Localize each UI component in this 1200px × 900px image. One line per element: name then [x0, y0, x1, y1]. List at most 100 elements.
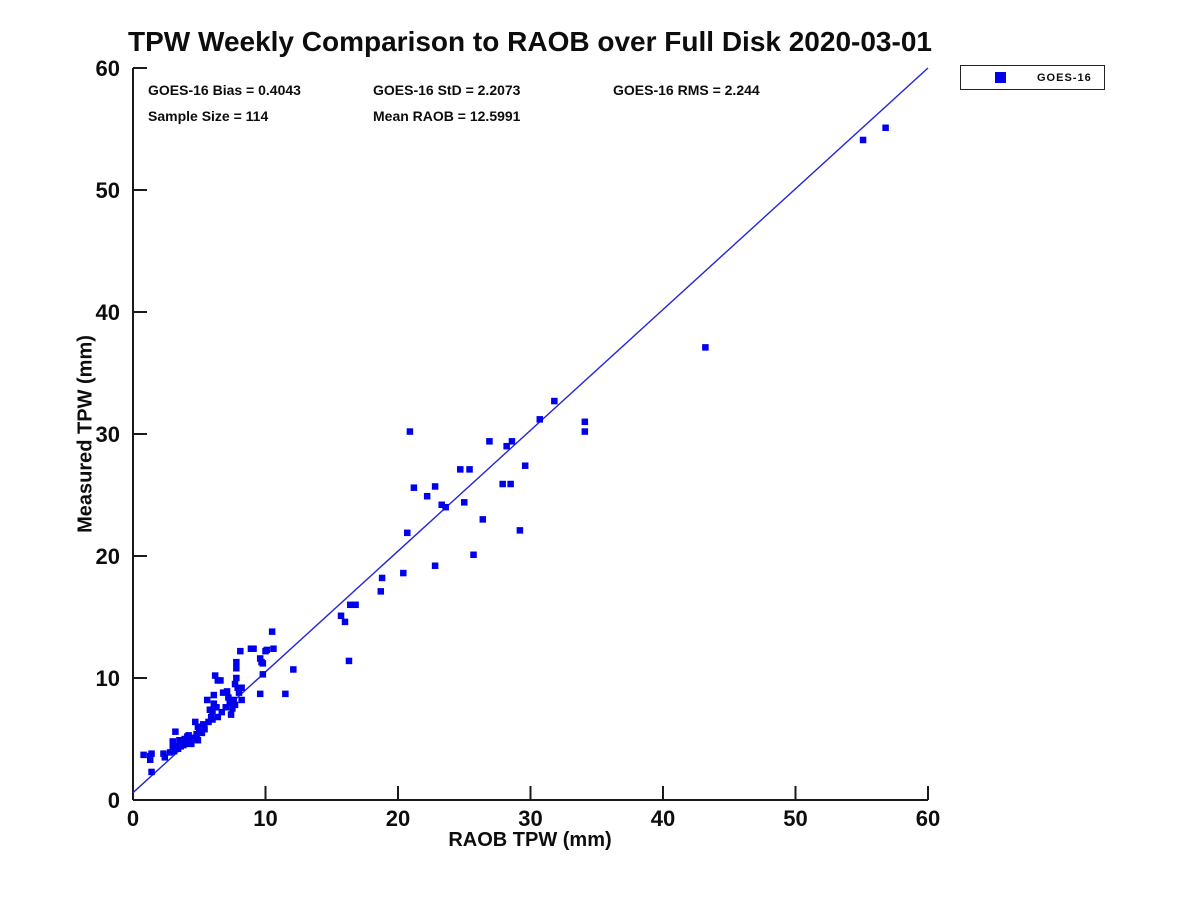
data-point-marker: [256, 655, 264, 662]
data-point-marker: [185, 732, 192, 739]
data-point-marker: [194, 723, 202, 731]
data-point-marker: [256, 690, 264, 698]
chart-title: TPW Weekly Comparison to RAOB over Full …: [128, 26, 932, 57]
data-point-marker: [347, 601, 354, 609]
data-point-marker: [442, 503, 449, 511]
data-point-marker: [198, 729, 206, 737]
data-point-marker: [457, 466, 464, 473]
x-tick-label: 40: [651, 806, 675, 831]
y-tick-label: 40: [96, 300, 120, 325]
x-tick-label: 60: [916, 806, 940, 831]
data-point-marker: [499, 480, 506, 488]
data-point-marker: [219, 689, 227, 696]
data-point-marker: [859, 136, 867, 144]
data-point-marker: [140, 751, 147, 759]
data-point-marker: [222, 704, 229, 711]
data-point-marker: [210, 700, 218, 707]
data-point-marker: [581, 418, 589, 426]
data-point-marker: [337, 612, 345, 620]
data-point-marker: [410, 484, 418, 491]
data-point-marker: [423, 492, 431, 500]
data-point-marker: [146, 756, 154, 763]
data-point-marker: [233, 658, 240, 666]
y-tick-label: 60: [96, 56, 120, 81]
x-tick-label: 50: [783, 806, 807, 831]
data-point-marker: [205, 718, 212, 726]
data-point-marker: [192, 718, 199, 726]
data-point-marker: [290, 666, 297, 673]
y-tick-label: 30: [96, 422, 120, 447]
y-tick-label: 10: [96, 666, 120, 691]
data-point-marker: [223, 688, 231, 695]
data-point-marker: [521, 462, 529, 469]
data-point-marker: [377, 588, 385, 595]
data-point-marker: [237, 647, 244, 655]
data-point-marker: [479, 516, 487, 523]
data-point-marker: [231, 680, 239, 688]
legend-marker-square: [995, 72, 1006, 83]
data-point-marker: [148, 768, 155, 776]
data-point-marker: [148, 750, 155, 757]
data-point-marker: [190, 734, 198, 742]
data-point-marker: [345, 657, 353, 665]
data-point-marker: [581, 428, 589, 435]
data-point-marker: [503, 442, 510, 450]
data-point-marker: [270, 645, 277, 652]
data-point-marker: [404, 529, 411, 537]
x-tick-label: 0: [127, 806, 139, 831]
stat-rms: GOES-16 RMS = 2.244: [613, 82, 760, 98]
data-point-marker: [169, 738, 176, 745]
data-point-marker: [882, 124, 889, 132]
legend-label: GOES-16: [1037, 71, 1092, 84]
x-tick-label: 10: [253, 806, 277, 831]
data-point-marker: [406, 428, 414, 435]
data-point-marker: [400, 569, 407, 577]
data-point-marker: [238, 684, 245, 692]
data-point-marker: [226, 699, 233, 706]
data-point-marker: [352, 601, 359, 609]
data-point-marker: [470, 551, 477, 559]
data-point-marker: [230, 696, 237, 704]
data-point-marker: [169, 744, 176, 751]
data-point-marker: [238, 696, 245, 704]
data-point-marker: [182, 740, 190, 748]
data-point-marker: [431, 562, 439, 570]
data-point-marker: [203, 696, 211, 704]
data-point-marker: [263, 646, 271, 654]
x-tick-label: 30: [518, 806, 542, 831]
data-point-marker: [259, 660, 267, 667]
data-point-marker: [378, 574, 386, 582]
data-point-marker: [282, 690, 289, 698]
data-point-marker: [466, 466, 473, 473]
data-point-marker: [214, 713, 222, 721]
y-tick-label: 50: [96, 178, 120, 203]
data-point-marker: [209, 707, 216, 715]
data-point-marker: [250, 645, 257, 652]
data-point-marker: [227, 711, 235, 718]
data-point-marker: [166, 749, 174, 756]
data-point-marker: [234, 684, 241, 692]
data-point-marker: [508, 438, 516, 445]
data-point-marker: [199, 721, 207, 728]
data-point-marker: [438, 501, 445, 509]
data-point-marker: [702, 344, 709, 351]
fit-line: [132, 67, 929, 794]
data-point-marker: [231, 701, 239, 709]
stat-sample-size: Sample Size = 114: [148, 108, 269, 124]
data-point-marker: [233, 664, 240, 672]
data-point-marker: [161, 754, 169, 761]
data-point-marker: [210, 691, 218, 699]
data-point-marker: [551, 397, 558, 405]
legend: GOES-16: [960, 65, 1105, 90]
y-tick-label: 20: [96, 544, 120, 569]
y-tick-label: 0: [108, 788, 120, 813]
data-point-marker: [170, 747, 178, 755]
data-point-marker: [341, 618, 349, 626]
data-point-marker: [172, 728, 179, 735]
data-point-marker: [217, 677, 224, 684]
y-axis-label: Measured TPW (mm): [74, 335, 97, 533]
data-point-marker: [209, 716, 216, 723]
data-point-marker: [536, 416, 544, 423]
x-tick-label: 20: [386, 806, 410, 831]
